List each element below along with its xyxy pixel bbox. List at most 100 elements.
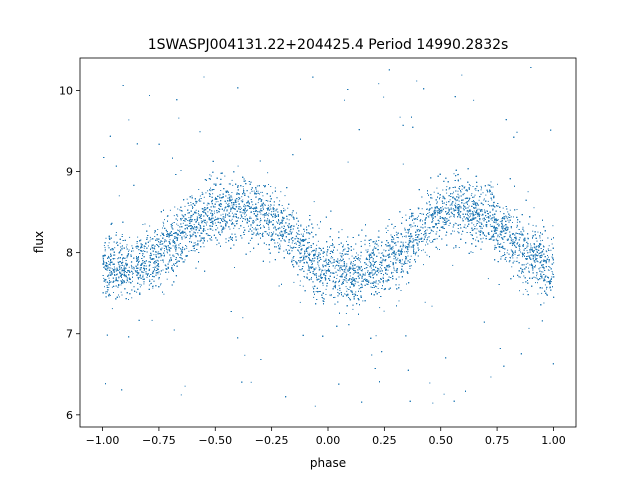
data-point [455, 246, 457, 248]
data-point [111, 268, 113, 270]
data-point [311, 264, 313, 266]
data-point [189, 221, 191, 223]
data-point [160, 284, 161, 286]
data-point [161, 247, 163, 249]
data-point [322, 256, 324, 258]
data-point [307, 252, 309, 254]
data-point [126, 278, 128, 280]
data-point [211, 239, 213, 241]
data-point [313, 201, 315, 203]
data-point [209, 174, 211, 176]
data-point [371, 272, 373, 274]
data-point [450, 215, 452, 217]
data-point [380, 268, 382, 270]
data-point [316, 278, 318, 280]
data-point [347, 244, 349, 246]
data-point [432, 241, 434, 243]
data-point [161, 232, 163, 234]
data-point [315, 251, 317, 253]
data-point [220, 218, 222, 220]
data-point [533, 207, 535, 209]
data-point [206, 214, 208, 216]
data-point [442, 218, 444, 220]
data-point [464, 206, 466, 208]
data-point [313, 260, 315, 262]
data-point [400, 233, 402, 235]
data-point [183, 235, 185, 237]
data-point [128, 281, 130, 283]
data-point [237, 200, 239, 202]
data-point [458, 247, 460, 248]
data-point [143, 271, 145, 273]
data-point [526, 290, 528, 292]
data-point [320, 275, 322, 276]
data-point [516, 260, 518, 262]
data-point [344, 293, 346, 295]
data-point [314, 260, 315, 262]
data-point [526, 245, 528, 247]
data-point [470, 210, 472, 212]
data-point [438, 220, 440, 222]
data-point [250, 211, 252, 213]
data-point [506, 226, 508, 228]
data-point [453, 197, 455, 199]
data-point [291, 242, 293, 244]
data-point [326, 253, 328, 255]
data-point [116, 273, 118, 275]
data-point [522, 268, 524, 270]
data-point [489, 224, 491, 226]
data-point [410, 255, 412, 257]
data-point [457, 228, 459, 229]
data-point [537, 293, 539, 295]
data-point [156, 267, 158, 269]
data-point [479, 214, 481, 216]
data-point [398, 237, 399, 239]
data-point [120, 291, 122, 293]
data-point [188, 217, 190, 219]
data-point [193, 242, 195, 244]
data-point [380, 252, 382, 254]
data-point [510, 249, 512, 251]
data-point [177, 224, 179, 226]
data-point [448, 188, 450, 190]
data-point [169, 209, 171, 211]
data-point [149, 268, 151, 270]
data-point [289, 245, 291, 247]
data-point [105, 237, 107, 239]
data-point [212, 217, 214, 219]
data-point [175, 250, 177, 252]
data-point [130, 254, 132, 256]
data-point [334, 296, 336, 298]
data-point [229, 196, 231, 198]
data-point [117, 261, 119, 263]
data-point [336, 274, 338, 276]
data-point [114, 258, 116, 260]
data-point [494, 229, 496, 231]
data-point [431, 216, 433, 218]
data-point [346, 263, 348, 265]
data-point [169, 234, 170, 236]
data-point [353, 293, 355, 295]
data-point [191, 229, 193, 231]
data-point [198, 189, 200, 190]
data-point [453, 216, 455, 218]
data-point [231, 212, 233, 214]
data-point [104, 250, 106, 252]
data-point [151, 319, 153, 321]
data-point [471, 213, 473, 215]
data-point [347, 247, 349, 249]
data-point [160, 235, 162, 237]
data-point [469, 185, 471, 187]
data-point [105, 265, 107, 267]
data-point [514, 253, 516, 255]
data-point [251, 227, 253, 228]
data-point [469, 209, 471, 211]
data-point [211, 218, 213, 220]
data-point [416, 219, 418, 220]
data-point [374, 261, 375, 263]
data-point [463, 193, 465, 195]
data-point [104, 248, 106, 250]
data-point [221, 230, 223, 232]
data-point [245, 214, 247, 216]
data-point [424, 236, 426, 238]
